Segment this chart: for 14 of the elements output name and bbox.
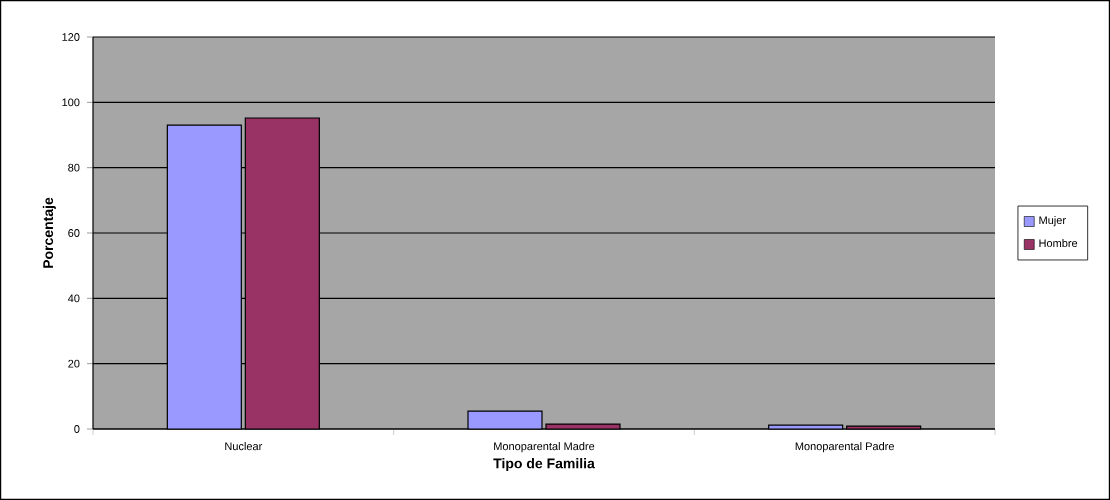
y-tick-label: 0	[74, 425, 80, 433]
legend-label: Hombre	[1039, 239, 1078, 248]
y-tick-label: 120	[62, 33, 80, 41]
y-tick-label: 40	[67, 294, 80, 303]
x-axis-title: Tipo de Familia	[493, 458, 595, 472]
y-tick-label: 80	[68, 163, 80, 172]
y-tick-label: 60	[68, 229, 80, 237]
y-tick-label: 100	[62, 98, 80, 107]
y-tick-label: 20	[68, 359, 80, 368]
x-tick-label: Nuclear	[225, 442, 263, 451]
x-tick-label: Monoparental Madre	[494, 442, 595, 453]
y-axis-title: Porcentaje	[42, 197, 56, 268]
legend-label: Mujer	[1039, 216, 1066, 227]
x-tick-label: Monoparental Padre	[795, 442, 894, 453]
